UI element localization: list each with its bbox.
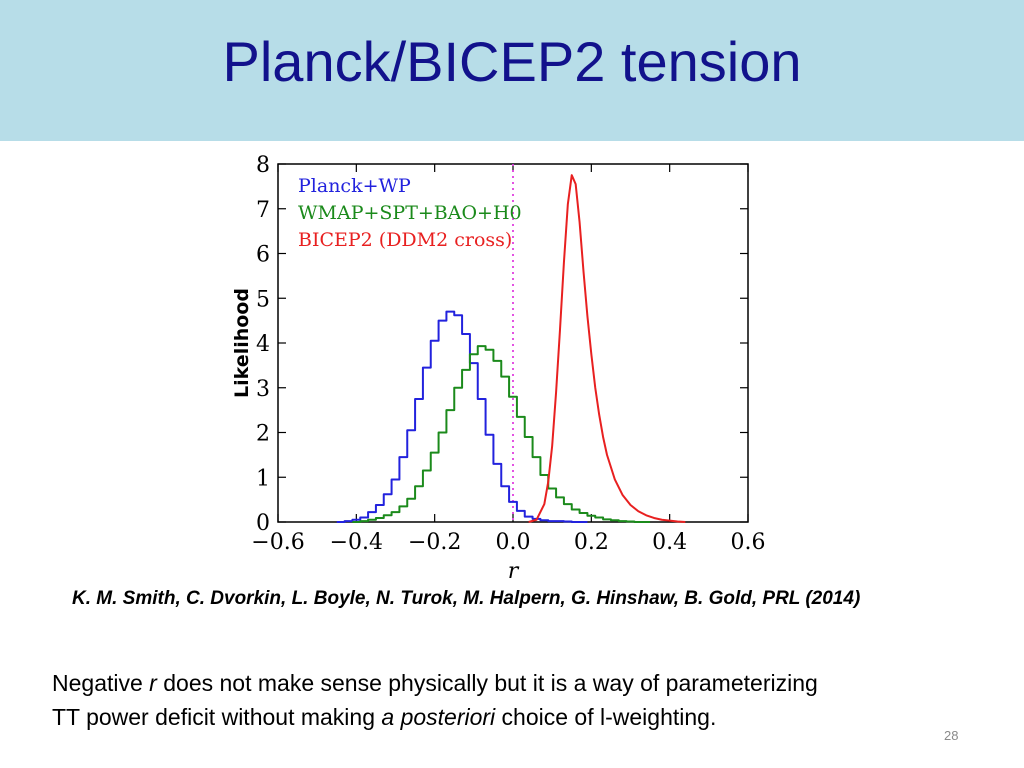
note-text: does not make sense physically but it is…: [156, 670, 818, 696]
legend-wmap-spt-bao-h0: WMAP+SPT+BAO+H0: [298, 202, 522, 224]
note-text: TT power deficit without making: [52, 704, 382, 730]
x-tick-label: −0.2: [408, 530, 461, 555]
slide-title: Planck/BICEP2 tension: [222, 30, 802, 93]
note-line-1: Negative r does not make sense physicall…: [52, 666, 982, 700]
note-line-2: TT power deficit without making a poster…: [52, 700, 982, 734]
wmap-spt-bao-h0-curve: [352, 345, 651, 523]
x-tick-label: 0.0: [496, 530, 531, 555]
y-tick-label: 7: [256, 198, 270, 223]
plot-frame: [277, 163, 749, 523]
legend-planck-wp: Planck+WP: [298, 175, 411, 197]
x-tick-label: −0.4: [330, 530, 383, 555]
note-variable: r: [149, 670, 157, 696]
legend-bicep2: BICEP2 (DDM2 cross): [298, 229, 512, 251]
likelihood-chart: −0.6 −0.4 −0.2 0.0 0.2 0.4 0.6 0 1 2 3 4 5 6 7 8 r Likeli…: [231, 153, 766, 584]
x-tick-label: 0.2: [574, 530, 609, 555]
x-tick-label: 0.6: [731, 530, 766, 555]
x-tick-label: 0.4: [652, 530, 687, 555]
y-axis-label: Likelihood: [231, 288, 253, 398]
y-tick-label: 6: [256, 243, 270, 268]
y-tick-label: 0: [256, 511, 270, 536]
y-tick-label: 4: [256, 332, 270, 357]
title-bar: [0, 0, 1024, 141]
x-tick-label: −0.6: [251, 530, 304, 555]
y-tick-label: 3: [256, 377, 270, 402]
y-tick-label: 1: [256, 466, 270, 491]
page-number: 28: [944, 728, 959, 743]
y-tick-label: 5: [256, 287, 270, 312]
citation: K. M. Smith, C. Dvorkin, L. Boyle, N. Tu…: [72, 588, 861, 609]
slide-note: Negative r does not make sense physicall…: [52, 666, 982, 734]
bicep2-curve: [528, 174, 686, 523]
note-text: Negative: [52, 670, 150, 696]
note-italic-phrase: a posteriori: [381, 704, 496, 730]
y-tick-label: 2: [256, 422, 270, 447]
planck-wp-curve: [336, 310, 588, 523]
x-axis-label: r: [508, 559, 520, 584]
y-tick-label: 8: [256, 153, 270, 178]
note-text: choice of l-weighting.: [495, 704, 717, 730]
